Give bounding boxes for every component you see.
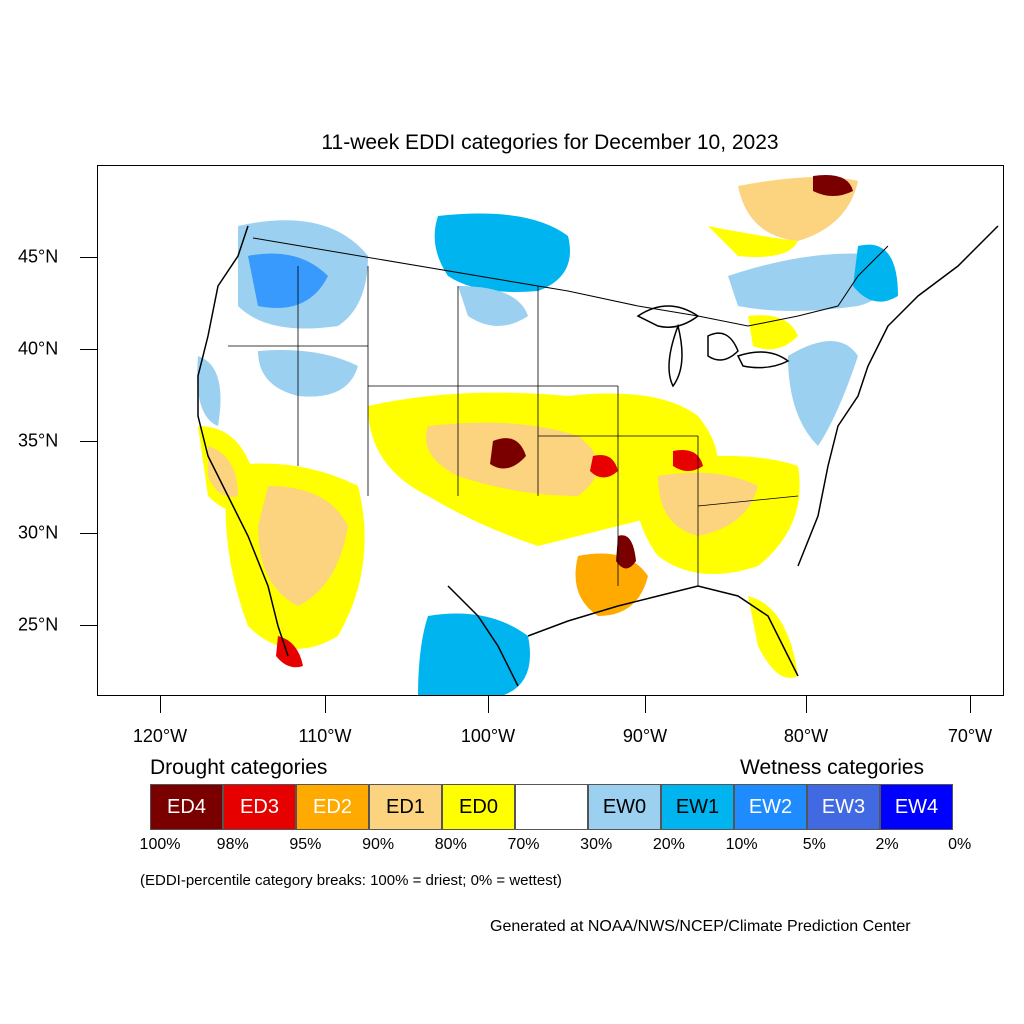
lat-tick (80, 625, 97, 626)
legend-box-ed2: ED2 (296, 784, 369, 830)
state-line-1 (228, 266, 799, 586)
ew0-texas-south (418, 613, 531, 695)
lon-tick (160, 696, 161, 713)
ew-regions (197, 213, 898, 695)
boundaries (197, 225, 999, 687)
drought-heading: Drought categories (150, 756, 328, 779)
legend-box-ew1: EW1 (661, 784, 734, 830)
lon-tick (806, 696, 807, 713)
wetness-heading: Wetness categories (740, 756, 925, 779)
lat-tick (80, 349, 97, 350)
west-coastline (197, 225, 289, 657)
lon-label-100w: 100°W (460, 726, 516, 746)
east-coastline (797, 225, 999, 567)
legend-box-ew2: EW2 (734, 784, 807, 830)
ed0-quebec-fringe (708, 226, 798, 257)
lat-label-40n: 40°N (18, 338, 59, 359)
lon-tick (970, 696, 971, 713)
legend-percentile-label: 2% (875, 836, 899, 853)
lon-label-90w: 90°W (622, 726, 668, 746)
legend-percentile-label: 0% (948, 836, 972, 853)
ew0-northeast (788, 341, 858, 446)
lat-tick (80, 257, 97, 258)
legend-box-ew4: EW4 (880, 784, 953, 830)
credit-line: Generated at NOAA/NWS/NCEP/Climate Predi… (490, 918, 911, 935)
lat-tick (80, 441, 97, 442)
ed4-mississippi (616, 535, 636, 569)
legend-percentile-label: 100% (139, 836, 181, 853)
legend-box-ew0: EW0 (588, 784, 661, 830)
ed3-baja (276, 636, 303, 668)
ed0-pennsylvania (748, 315, 798, 350)
ed1-california (208, 446, 238, 497)
legend-box-ed4: ED4 (150, 784, 223, 830)
ed1-southwest (258, 486, 348, 606)
lat-label-45n: 45°N (18, 246, 59, 267)
lon-tick (488, 696, 489, 713)
map-panel (97, 165, 1004, 696)
ew1-northwest (248, 253, 328, 308)
ew1-north-dakota (434, 213, 570, 292)
map-title: 11-week EDDI categories for December 10,… (321, 131, 779, 154)
lat-tick (80, 533, 97, 534)
ed3-tennessee (673, 450, 703, 471)
ed-regions (198, 175, 858, 678)
lon-label-110w: 110°W (298, 726, 352, 746)
legend-percentile-label: 10% (725, 836, 758, 853)
category-note: (EDDI-percentile category breaks: 100% =… (140, 872, 562, 889)
lat-label-35n: 35°N (18, 430, 59, 451)
eddi-map (197, 175, 999, 695)
legend-percentile-label: 70% (507, 836, 540, 853)
great-lakes (636, 305, 790, 388)
lon-tick (645, 696, 646, 713)
lat-label-30n: 30°N (18, 522, 59, 543)
lon-label-80w: 80°W (783, 726, 829, 746)
lon-tick (325, 696, 326, 713)
legend-box-normal (515, 784, 588, 830)
us-canada-border (252, 237, 889, 327)
legend-percentile-label: 95% (289, 836, 322, 853)
ed0-florida (748, 596, 798, 678)
legend-box-ed1: ED1 (369, 784, 442, 830)
ed2-lower-mississippi (575, 553, 648, 616)
ed1-southeast (658, 472, 758, 536)
ed4-quebec (813, 175, 853, 196)
ew0-utah (258, 350, 358, 397)
legend-box-ed0: ED0 (442, 784, 515, 830)
legend-percentile-label: 90% (362, 836, 395, 853)
lat-label-25n: 25°N (18, 614, 59, 635)
lon-label-120w: 120°W (132, 726, 188, 746)
legend-box-ew3: EW3 (807, 784, 880, 830)
legend-box-ed3: ED3 (223, 784, 296, 830)
legend-percentile-label: 5% (802, 836, 826, 853)
lon-label-70w: 70°W (947, 726, 993, 746)
ew1-maine (853, 244, 898, 302)
ew0-west-coast (197, 356, 221, 426)
ed4-kansas (490, 438, 526, 469)
ew0-great-lakes-east (728, 253, 890, 311)
legend-percentile-label: 98% (216, 836, 249, 853)
ed3-missouri (590, 455, 618, 478)
legend-percentile-label: 20% (652, 836, 685, 853)
legend-percentile-label: 80% (434, 836, 467, 853)
legend-percentile-label: 30% (580, 836, 613, 853)
ew0-north-dakota-fringe (458, 286, 528, 326)
